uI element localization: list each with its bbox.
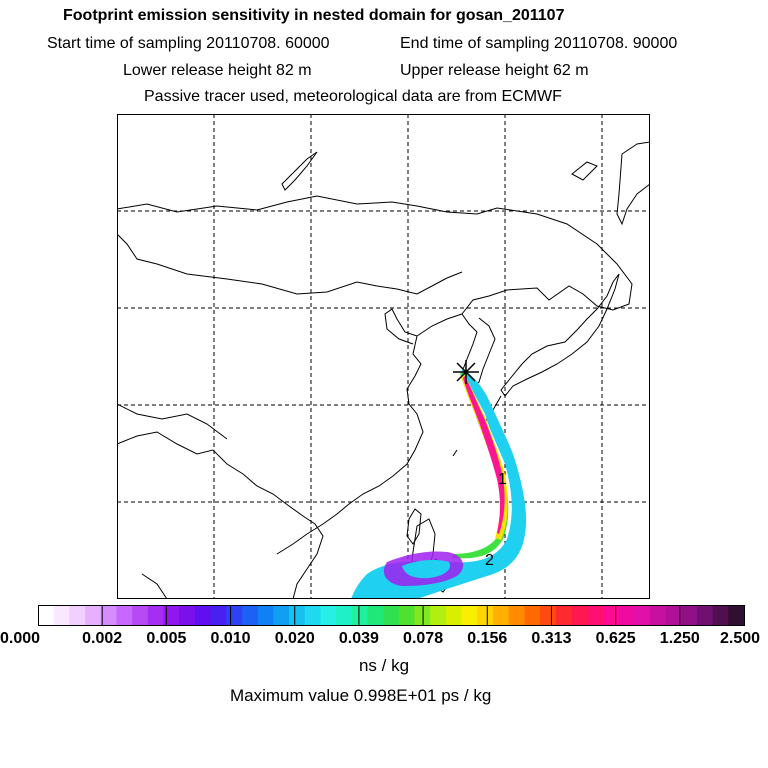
legend-swatch <box>477 606 494 626</box>
legend-swatch <box>351 606 368 626</box>
legend-tick-label: 0.002 <box>82 630 123 647</box>
legend-swatch <box>712 606 729 626</box>
legend-swatch <box>38 606 55 626</box>
upper-release-text: Upper release height 62 m <box>400 62 589 79</box>
tracer-note-text: Passive tracer used, meteorological data… <box>144 88 562 105</box>
map-title: Footprint emission sensitivity in nested… <box>63 7 565 24</box>
footprint-plume <box>351 369 527 599</box>
legend-swatch <box>587 606 604 626</box>
legend-swatch <box>132 606 149 626</box>
legend-swatch <box>524 606 541 626</box>
legend-tick-label: 0.005 <box>146 630 187 647</box>
legend-swatch <box>555 606 572 626</box>
legend-swatch <box>649 606 667 626</box>
legend-swatch <box>289 606 306 626</box>
plume-label-2: 2 <box>485 552 494 569</box>
legend-swatch <box>53 606 70 626</box>
legend-swatch <box>116 606 133 626</box>
legend-swatch <box>163 606 180 626</box>
legend-tick-label: 0.078 <box>403 630 444 647</box>
legend-swatch <box>241 606 259 626</box>
end-sampling-text: End time of sampling 20110708. 90000 <box>400 35 678 52</box>
legend-swatch <box>461 606 478 626</box>
legend-swatch <box>304 606 321 626</box>
legend-tick-label: 2.500 <box>719 630 761 647</box>
legend-swatch <box>445 606 463 626</box>
legend-swatch <box>398 606 416 626</box>
legend-tick-label: 0.010 <box>210 630 251 647</box>
legend-swatch <box>728 606 745 626</box>
legend-swatch <box>85 606 102 626</box>
legend-tick-label: 0.313 <box>531 630 572 647</box>
legend-swatch <box>336 606 353 626</box>
legend-swatch <box>100 606 117 626</box>
legend-swatch <box>320 606 337 626</box>
legend-swatch <box>571 606 588 626</box>
lower-release-text: Lower release height 82 m <box>123 62 312 79</box>
legend-tick-label: 0.039 <box>338 630 379 647</box>
legend-swatch <box>367 606 384 626</box>
legend-swatch <box>696 606 714 626</box>
legend-swatch <box>430 606 447 626</box>
legend-swatch <box>210 606 227 626</box>
legend-swatch <box>147 606 165 626</box>
start-sampling-text: Start time of sampling 20110708. 60000 <box>47 35 330 52</box>
graticule <box>117 114 650 599</box>
legend-swatch <box>226 606 243 626</box>
color-legend <box>38 605 745 626</box>
plume-label-1: 1 <box>498 471 507 488</box>
legend-swatch <box>257 606 274 626</box>
legend-swatch <box>681 606 698 626</box>
max-value-text: Maximum value 0.998E+01 ps / kg <box>230 686 492 705</box>
units-label: ns / kg <box>358 656 410 675</box>
legend-swatch <box>273 606 290 626</box>
plume-core <box>463 376 505 534</box>
legend-swatch <box>540 606 557 626</box>
legend-swatch <box>194 606 212 626</box>
legend-swatch <box>179 606 196 626</box>
plume-outer <box>351 369 527 599</box>
legend-swatch <box>634 606 651 626</box>
legend-swatch <box>69 606 86 626</box>
legend-tick-label: 0.156 <box>467 630 508 647</box>
legend-tick-label: 0.625 <box>595 630 636 647</box>
legend-tick-label: 0.020 <box>274 630 315 647</box>
legend-swatch <box>383 606 400 626</box>
legend-swatch <box>618 606 635 626</box>
legend-swatch <box>665 606 682 626</box>
legend-swatch <box>602 606 619 626</box>
legend-tick-label: 1.250 <box>659 630 700 647</box>
legend-swatch <box>492 606 510 626</box>
plume-yellow <box>461 374 508 540</box>
legend-swatch <box>508 606 525 626</box>
legend-tick-label: 0.000 <box>0 630 41 647</box>
map-panel: 1 2 <box>117 114 650 599</box>
release-site-marker <box>453 360 479 384</box>
